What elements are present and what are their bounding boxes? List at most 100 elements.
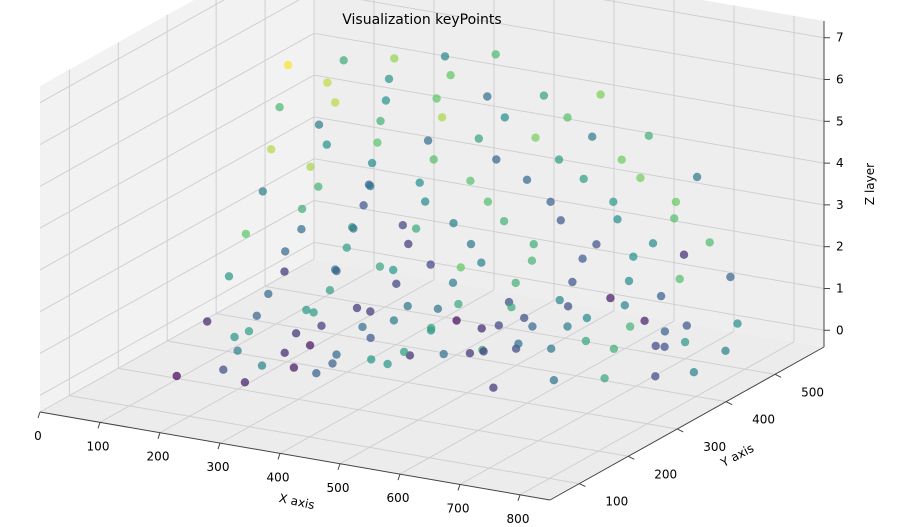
data-point — [439, 349, 448, 359]
data-point — [331, 98, 340, 107]
data-point — [358, 322, 367, 332]
data-point — [596, 90, 605, 99]
data-point — [549, 376, 559, 385]
data-point — [281, 247, 290, 256]
y-tick-label: 200 — [654, 467, 677, 481]
grid-line — [39, 241, 315, 396]
data-point — [376, 116, 385, 126]
data-point — [636, 173, 645, 183]
data-point — [339, 56, 348, 65]
data-point — [283, 60, 293, 70]
x-tick — [277, 453, 281, 460]
grid-line — [39, 158, 315, 313]
grid-line — [39, 116, 315, 271]
data-point — [520, 313, 529, 323]
data-point — [554, 155, 564, 164]
data-point — [390, 54, 399, 63]
data-point — [579, 174, 588, 184]
data-point — [172, 371, 181, 381]
grid-lines — [39, 0, 825, 496]
data-point — [297, 204, 307, 214]
tick-labels: 0 100 200 300 400 500 600 700 800 100 200 300 400 500… — [34, 31, 843, 526]
data-point — [257, 361, 267, 370]
x-tick — [337, 463, 341, 470]
data-point — [264, 289, 273, 299]
data-point — [426, 260, 435, 269]
data-point — [224, 272, 234, 281]
data-point — [403, 301, 412, 311]
data-point — [352, 303, 362, 313]
data-point — [448, 278, 458, 287]
grid-line — [313, 158, 825, 248]
data-point — [432, 94, 441, 103]
z-tick-label: 4 — [836, 156, 844, 170]
data-point — [568, 277, 577, 287]
data-point — [332, 350, 341, 359]
z-tick-label: 7 — [836, 31, 844, 45]
y-tick-label: 500 — [801, 385, 824, 399]
data-point — [244, 327, 254, 336]
data-point — [280, 267, 289, 276]
x-tick-label: 700 — [447, 501, 470, 515]
data-point — [375, 262, 385, 271]
axis-lines — [37, 21, 830, 501]
x-tick — [157, 432, 161, 439]
data-point — [230, 332, 239, 342]
z-tick-label: 0 — [836, 323, 844, 337]
data-point — [582, 313, 592, 323]
data-point — [592, 240, 601, 249]
data-point — [721, 346, 730, 355]
data-points — [172, 50, 742, 392]
grid-line — [167, 340, 678, 430]
data-point — [306, 162, 315, 171]
data-point — [489, 383, 498, 392]
data-point — [258, 187, 267, 196]
data-point — [323, 78, 332, 87]
z-tick-label: 6 — [836, 73, 844, 87]
data-point — [427, 323, 436, 333]
y-tick-label: 300 — [703, 440, 726, 454]
x-tick — [517, 494, 521, 501]
data-point — [429, 155, 438, 164]
grid-line — [459, 331, 735, 485]
data-point — [539, 91, 549, 100]
back-wall-pane — [314, 0, 824, 347]
data-point — [507, 303, 516, 312]
data-point — [609, 344, 619, 353]
x-tick-label: 200 — [147, 450, 170, 464]
grid-line — [313, 32, 825, 122]
data-point — [314, 182, 323, 191]
y-tick — [725, 401, 733, 406]
data-point — [670, 214, 679, 223]
grid-line — [99, 268, 375, 423]
floor-pane — [40, 259, 824, 500]
x-tick — [97, 422, 101, 429]
grid-line — [313, 241, 825, 331]
data-point — [477, 324, 486, 333]
grid-line — [519, 341, 795, 496]
data-point — [682, 321, 691, 330]
data-point — [280, 348, 289, 357]
data-point — [219, 365, 228, 374]
x-tick-label: 600 — [387, 491, 410, 505]
data-point — [359, 201, 368, 210]
y-tick — [579, 483, 586, 488]
grid-line — [69, 395, 580, 485]
data-point — [546, 197, 555, 206]
x-tick — [37, 411, 41, 419]
data-point — [651, 372, 660, 381]
data-point — [233, 346, 242, 355]
data-point — [454, 299, 463, 309]
data-point — [415, 178, 424, 187]
left-wall-pane — [40, 0, 314, 412]
data-point — [446, 71, 455, 80]
z-axis-label: Z layer — [863, 163, 877, 205]
data-point — [312, 369, 321, 378]
data-point — [252, 311, 261, 320]
data-point — [733, 319, 742, 328]
data-point — [705, 238, 714, 247]
data-point — [322, 140, 331, 149]
data-point — [477, 258, 486, 267]
x-tick — [397, 473, 401, 481]
